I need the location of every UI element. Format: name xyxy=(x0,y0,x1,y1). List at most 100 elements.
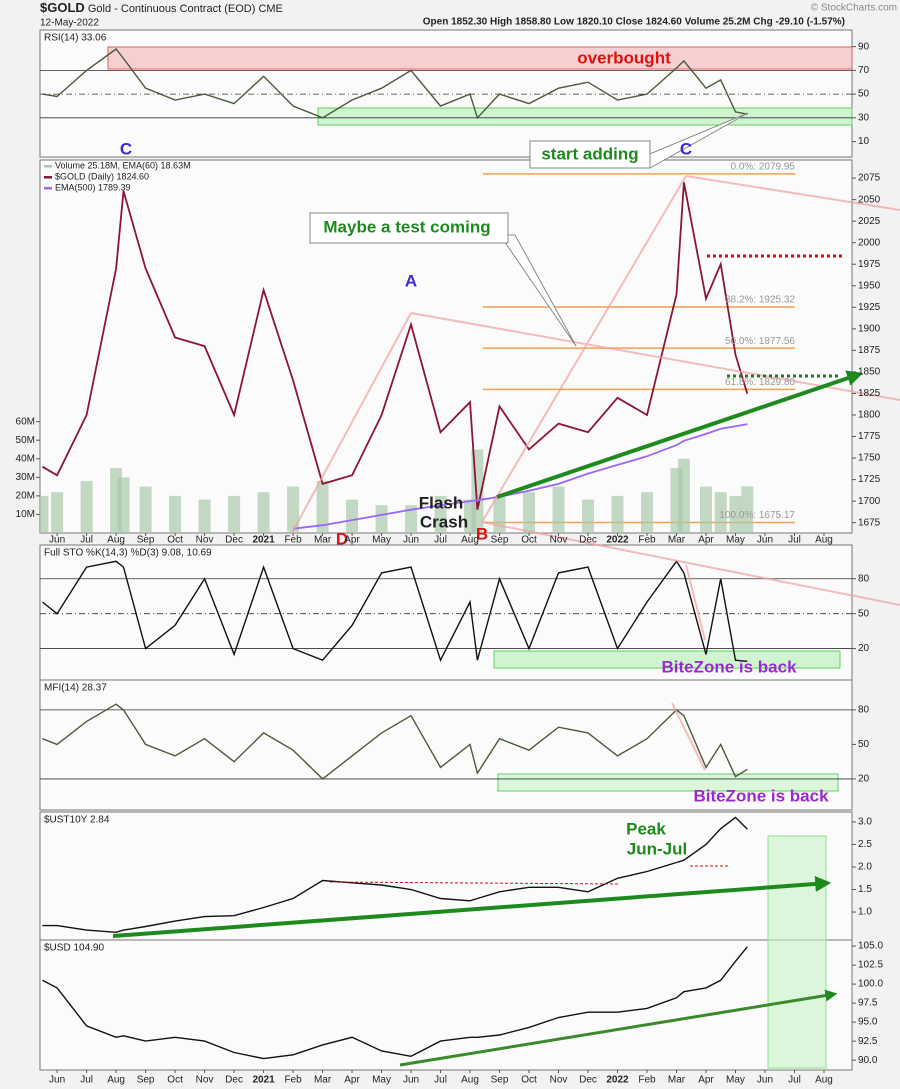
y-tick-label: 20 xyxy=(858,643,870,654)
fan-line xyxy=(291,312,412,534)
y2-tick-label: 30M xyxy=(16,472,35,483)
volume-bar xyxy=(699,486,712,533)
y-tick-label: 20 xyxy=(858,774,870,785)
x-tick-label: Nov xyxy=(196,535,214,546)
annotation: BiteZone is back xyxy=(661,657,797,676)
x-tick-label: Apr xyxy=(698,535,714,546)
x-tick-label: Mar xyxy=(668,535,686,546)
y-tick-label: 1800 xyxy=(858,410,881,421)
fib-label: 50.0%: 1877.56 xyxy=(725,336,795,347)
y-tick-label: 30 xyxy=(858,112,870,123)
y-tick-label: 50 xyxy=(858,608,870,619)
annotation: overbought xyxy=(577,48,671,67)
x-tick-label: Nov xyxy=(550,535,568,546)
volume-bar xyxy=(198,499,211,533)
x-tick-label: Feb xyxy=(638,1075,656,1086)
x-tick-label: Jun xyxy=(757,535,773,546)
fan-line xyxy=(481,175,687,523)
y-tick-label: 80 xyxy=(858,705,870,716)
volume-bar xyxy=(493,495,506,533)
series-line xyxy=(42,816,748,934)
y-tick-label: 1900 xyxy=(858,323,881,334)
y-tick-label: 97.5 xyxy=(858,998,878,1009)
fib-label: 100.0%: 1675.17 xyxy=(719,510,795,521)
buy-zone xyxy=(317,107,853,126)
usd-panel xyxy=(39,939,853,1071)
panel-title: Full STO %K(14,3) %D(3) 9.08, 10.69 xyxy=(44,548,212,559)
x-tick-label: May xyxy=(726,535,745,546)
range-line xyxy=(329,881,621,885)
x-tick-label: Dec xyxy=(579,1075,597,1086)
y-tick-label: 1875 xyxy=(858,345,881,356)
volume-bar xyxy=(523,492,536,533)
x-tick-label: Jul xyxy=(434,535,447,546)
x-tick-label: Mar xyxy=(314,535,332,546)
volume-bar xyxy=(641,492,654,533)
y-tick-label: 1.0 xyxy=(858,907,872,918)
x-tick-label: Aug xyxy=(461,1075,479,1086)
y2-tick-label: 60M xyxy=(16,416,35,427)
volume-bar xyxy=(169,495,182,533)
volume-bar xyxy=(346,499,359,533)
annotation: C xyxy=(680,139,692,158)
x-tick-label: Jul xyxy=(80,535,93,546)
x-tick-label: Apr xyxy=(698,1075,714,1086)
fib-label: 38.2%: 1925.32 xyxy=(725,295,795,306)
x-tick-label: Aug xyxy=(107,535,125,546)
volume-bar xyxy=(51,492,64,533)
x-tick-label: Oct xyxy=(521,535,537,546)
x-tick-label: Dec xyxy=(225,535,243,546)
y-tick-label: 92.5 xyxy=(858,1036,878,1047)
volume-bar xyxy=(375,505,388,533)
x-tick-label: Sep xyxy=(137,535,155,546)
header-title: $GOLD Gold - Continuous Contract (EOD) C… xyxy=(40,0,283,15)
x-tick-label: Feb xyxy=(284,1075,302,1086)
legend-entry: $GOLD (Daily) 1824.60 xyxy=(55,171,149,181)
annotation: Crash xyxy=(420,512,468,531)
volume-bar xyxy=(139,486,152,533)
instrument: Gold - Continuous Contract (EOD) xyxy=(88,3,256,15)
y-tick-label: 90.0 xyxy=(858,1055,878,1066)
annotations: overbought start adding C C A D B Flash … xyxy=(16,33,900,1086)
y-tick-label: 105.0 xyxy=(858,941,883,952)
series-line xyxy=(42,48,748,120)
legend-swatch xyxy=(44,165,52,168)
date: 12-May-2022 xyxy=(40,18,99,29)
x-tick-label: May xyxy=(726,1075,745,1086)
bite-zone xyxy=(493,650,841,669)
y-tick-label: 70 xyxy=(858,65,870,76)
y-tick-label: 10 xyxy=(858,136,870,147)
x-tick-label: Jun xyxy=(403,535,419,546)
y-tick-label: 1725 xyxy=(858,474,881,485)
y-tick-label: 100.0 xyxy=(858,979,883,990)
callout-box xyxy=(309,212,509,244)
y-tick-label: 3.0 xyxy=(858,817,872,828)
series-line xyxy=(292,423,748,530)
trend-line xyxy=(410,312,900,401)
x-tick-label: Jun xyxy=(49,535,65,546)
volume-bar xyxy=(677,458,690,533)
series-line xyxy=(41,560,748,663)
y-tick-label: 50 xyxy=(858,89,870,100)
legend-swatch xyxy=(44,176,52,179)
y-tick-label: 2.0 xyxy=(858,862,872,873)
x-tick-label: Jun xyxy=(49,1075,65,1086)
y2-tick-label: 50M xyxy=(16,435,35,446)
x-tick-label: Feb xyxy=(284,535,302,546)
annotation: Maybe a test coming xyxy=(323,217,490,236)
fib-label: 0.0%: 2079.95 xyxy=(731,161,796,172)
annotation: B xyxy=(476,524,488,543)
x-tick-label: Oct xyxy=(167,535,183,546)
x-tick-label: Sep xyxy=(137,1075,155,1086)
annotation: start adding xyxy=(541,144,638,163)
y-tick-label: 2000 xyxy=(858,237,881,248)
volume-bar xyxy=(405,505,418,533)
volume-bar xyxy=(316,481,329,533)
annotation: BiteZone is back xyxy=(693,786,829,805)
trend-arrow xyxy=(112,875,832,938)
y-tick-label: 2025 xyxy=(858,216,881,227)
fib-label: 61.8%: 1829.80 xyxy=(725,377,795,388)
y2-tick-label: 10M xyxy=(16,509,35,520)
plot xyxy=(40,48,852,1060)
